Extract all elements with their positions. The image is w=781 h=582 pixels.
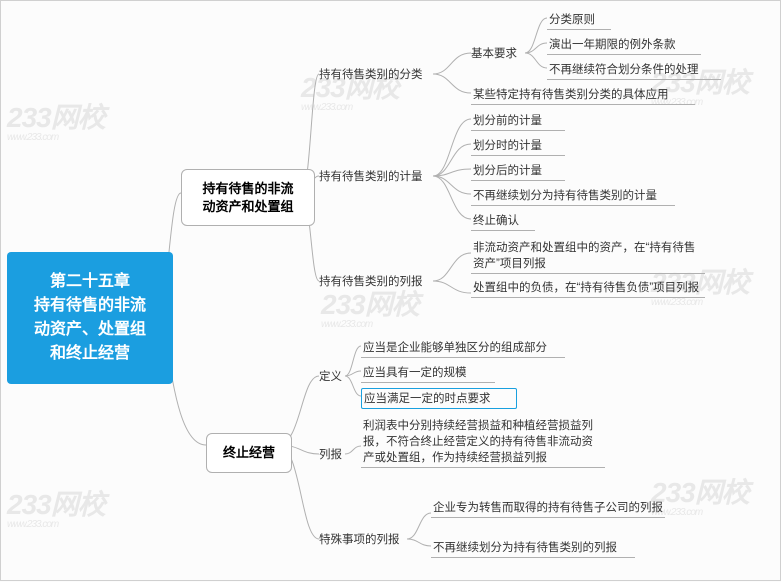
leaf[interactable]: 企业专为转售而取得的持有待售子公司的列报 bbox=[431, 498, 665, 518]
sub-node-basic-req[interactable]: 基本要求 bbox=[471, 45, 517, 61]
sub-node-special[interactable]: 特殊事项的列报 bbox=[319, 531, 400, 547]
leaf[interactable]: 某些特定持有待售类别分类的具体应用 bbox=[471, 85, 695, 105]
sub-node-definition[interactable]: 定义 bbox=[319, 368, 342, 384]
watermark: 233网校www.233.com bbox=[651, 471, 749, 518]
leaf[interactable]: 利润表中分别持续经营损益和种植经营损益列报，不符合终止经营定义的持有待售非流动资… bbox=[361, 416, 605, 468]
sub-node-classification[interactable]: 持有待售类别的分类 bbox=[319, 66, 423, 82]
leaf[interactable]: 不再继续划分为持有待售类别的列报 bbox=[431, 538, 635, 558]
leaf[interactable]: 划分前的计量 bbox=[471, 111, 565, 131]
leaf[interactable]: 非流动资产和处置组中的资产，在“持有待售资产”项目列报 bbox=[471, 238, 705, 274]
branch-node-discontinued[interactable]: 终止经营 bbox=[206, 433, 292, 473]
sub-node-measurement[interactable]: 持有待售类别的计量 bbox=[319, 168, 423, 184]
leaf[interactable]: 应当具有一定的规模 bbox=[361, 363, 495, 383]
watermark: 233网校www.233.com bbox=[321, 283, 419, 330]
watermark: 233网校www.233.com bbox=[7, 483, 105, 530]
leaf[interactable]: 划分后的计量 bbox=[471, 161, 565, 181]
watermark: 233网校www.233.com bbox=[7, 96, 105, 143]
leaf[interactable]: 不再继续划分为持有待售类别的计量 bbox=[471, 186, 675, 206]
root-node[interactable]: 第二十五章持有待售的非流动资产、处置组和终止经营 bbox=[7, 252, 173, 384]
sub-node-reporting[interactable]: 持有待售类别的列报 bbox=[319, 273, 423, 289]
leaf[interactable]: 不再继续符合划分条件的处理 bbox=[547, 60, 721, 80]
leaf[interactable]: 处置组中的负债，在“持有待售负债”项目列报 bbox=[471, 278, 705, 298]
leaf[interactable]: 终止确认 bbox=[471, 211, 535, 231]
branch-node-assets[interactable]: 持有待售的非流动资产和处置组 bbox=[181, 169, 315, 226]
sub-node-report[interactable]: 列报 bbox=[319, 446, 342, 462]
leaf[interactable]: 划分时的计量 bbox=[471, 136, 565, 156]
leaf[interactable]: 演出一年期限的例外条款 bbox=[547, 35, 701, 55]
leaf-selected[interactable]: 应当满足一定的时点要求 bbox=[361, 388, 517, 409]
leaf[interactable]: 应当是企业能够单独区分的组成部分 bbox=[361, 338, 565, 358]
leaf[interactable]: 分类原则 bbox=[547, 10, 611, 30]
